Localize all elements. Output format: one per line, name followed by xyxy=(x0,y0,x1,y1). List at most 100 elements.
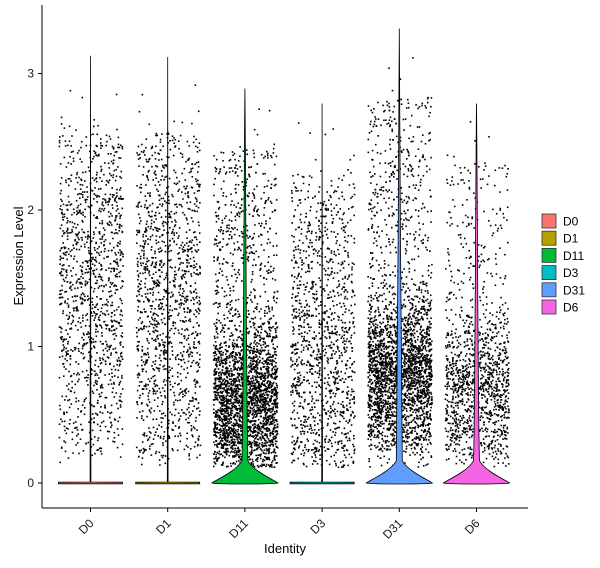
data-point xyxy=(271,364,273,366)
data-point xyxy=(172,154,175,157)
data-point xyxy=(67,162,70,164)
data-point xyxy=(228,370,230,372)
data-point xyxy=(188,421,191,424)
data-point xyxy=(100,147,102,149)
data-point xyxy=(232,462,234,465)
data-point xyxy=(86,282,88,285)
data-point xyxy=(173,137,175,139)
data-point xyxy=(257,372,260,374)
data-point xyxy=(141,245,144,248)
data-point xyxy=(82,277,84,279)
data-point xyxy=(241,408,243,411)
data-point xyxy=(272,152,275,154)
data-point xyxy=(271,375,273,377)
data-point xyxy=(137,213,140,216)
data-point xyxy=(141,349,144,351)
data-point xyxy=(225,453,228,456)
data-point xyxy=(225,344,227,347)
data-point xyxy=(153,266,155,268)
data-point xyxy=(214,463,217,465)
data-point xyxy=(99,425,102,428)
data-point xyxy=(120,170,123,173)
data-point xyxy=(62,278,65,281)
data-point xyxy=(63,420,66,423)
data-point xyxy=(185,418,187,421)
data-point xyxy=(73,222,76,225)
data-point xyxy=(268,404,270,407)
data-point xyxy=(111,304,114,307)
data-point xyxy=(88,351,90,354)
data-point xyxy=(94,364,96,366)
data-point xyxy=(162,332,164,335)
data-point xyxy=(224,448,227,451)
data-point xyxy=(74,188,77,190)
data-point xyxy=(271,340,273,343)
data-point xyxy=(110,224,113,226)
data-point xyxy=(118,227,121,229)
data-point xyxy=(224,424,226,427)
data-point xyxy=(99,324,101,326)
data-point xyxy=(235,423,237,425)
data-point xyxy=(195,251,198,253)
data-point xyxy=(65,351,67,353)
data-point xyxy=(240,257,243,259)
data-point xyxy=(143,300,145,303)
data-point xyxy=(118,223,121,226)
data-point xyxy=(82,344,84,347)
data-point xyxy=(87,236,89,238)
data-point xyxy=(196,200,198,203)
data-point xyxy=(263,401,265,403)
data-point xyxy=(274,365,277,367)
data-point xyxy=(78,350,80,352)
data-point xyxy=(105,144,107,147)
data-point xyxy=(145,370,147,373)
data-point xyxy=(81,239,83,241)
data-point xyxy=(101,203,103,206)
data-point xyxy=(180,379,183,382)
data-point xyxy=(98,377,100,379)
data-point xyxy=(215,331,218,333)
data-point xyxy=(157,281,160,283)
data-point xyxy=(71,230,74,233)
data-point xyxy=(225,447,228,450)
data-point xyxy=(226,355,228,358)
data-point xyxy=(121,388,124,390)
data-point xyxy=(215,377,217,379)
data-point xyxy=(93,198,95,200)
data-point xyxy=(250,401,252,403)
data-point xyxy=(189,415,191,417)
data-point xyxy=(190,299,192,302)
data-point xyxy=(186,242,188,244)
data-point xyxy=(148,356,150,359)
data-point xyxy=(162,234,164,236)
data-point xyxy=(103,285,105,288)
data-point xyxy=(276,420,278,423)
data-point xyxy=(120,351,123,354)
data-point xyxy=(168,212,171,215)
data-point xyxy=(97,276,100,278)
data-point xyxy=(119,404,122,406)
data-point xyxy=(217,291,220,294)
data-point xyxy=(178,188,181,191)
data-point xyxy=(267,371,270,374)
data-point xyxy=(73,372,75,375)
data-point xyxy=(104,406,106,408)
data-point xyxy=(142,392,144,395)
data-point xyxy=(63,346,65,348)
data-point xyxy=(216,365,218,368)
data-point xyxy=(101,383,103,386)
data-point xyxy=(235,299,237,302)
data-point xyxy=(160,216,163,218)
data-point xyxy=(225,410,228,413)
data-point xyxy=(178,427,180,429)
data-point xyxy=(223,383,226,386)
data-point xyxy=(148,123,151,126)
data-point xyxy=(151,288,154,291)
data-point xyxy=(72,350,74,352)
data-point xyxy=(143,435,146,437)
data-point xyxy=(275,389,277,391)
data-point xyxy=(139,272,141,275)
data-point xyxy=(276,425,279,427)
data-point xyxy=(142,166,145,168)
data-point xyxy=(264,385,266,387)
